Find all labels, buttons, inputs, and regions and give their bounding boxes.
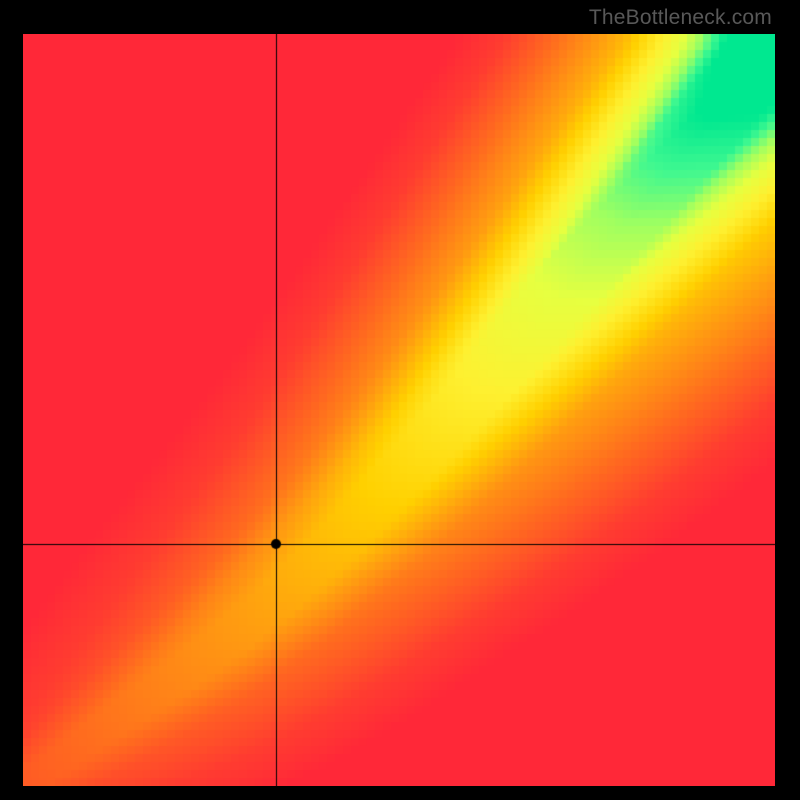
watermark-label: TheBottleneck.com (589, 6, 772, 30)
heatmap-canvas (23, 34, 775, 786)
heatmap-plot (23, 34, 775, 786)
chart-frame: TheBottleneck.com (0, 0, 800, 800)
